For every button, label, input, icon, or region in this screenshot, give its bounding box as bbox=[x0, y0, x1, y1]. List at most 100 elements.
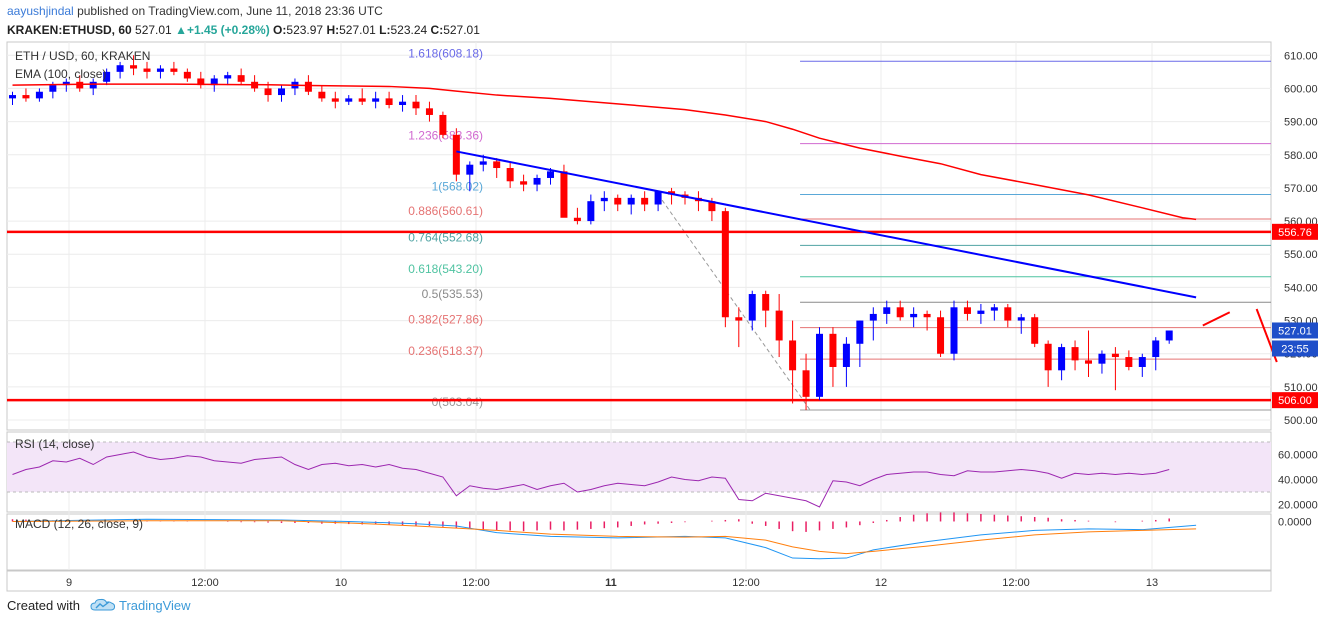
candle bbox=[358, 88, 366, 106]
candle bbox=[721, 207, 729, 328]
price-tick-label: 500.00 bbox=[1284, 415, 1318, 427]
candle bbox=[156, 65, 164, 79]
publish-line: aayushjindal published on TradingView.co… bbox=[7, 4, 383, 18]
rsi-tick-label: 60.0000 bbox=[1278, 450, 1318, 462]
candle-body bbox=[735, 317, 743, 321]
candle-body bbox=[1138, 357, 1146, 367]
price-tick-label: 590.00 bbox=[1284, 117, 1318, 129]
candle bbox=[963, 300, 971, 321]
candle bbox=[425, 101, 433, 122]
candle bbox=[345, 95, 353, 106]
candle bbox=[883, 300, 891, 324]
price-tick-label: 580.00 bbox=[1284, 150, 1318, 162]
candle-body bbox=[1044, 343, 1052, 371]
candle bbox=[869, 307, 877, 341]
candle-body bbox=[156, 68, 164, 72]
candle-body bbox=[62, 81, 70, 86]
candle bbox=[35, 88, 43, 102]
candle-body bbox=[278, 88, 285, 96]
time-tick-label: 13 bbox=[1146, 577, 1158, 589]
fib-level-label: 0.382(527.86) bbox=[408, 313, 483, 327]
fib-level-label: 1.236(583.36) bbox=[408, 129, 483, 143]
candle bbox=[654, 191, 662, 212]
candle-body bbox=[412, 101, 420, 109]
candle-body bbox=[869, 313, 877, 321]
candle bbox=[1138, 353, 1146, 377]
candle bbox=[103, 68, 111, 86]
tradingview-link[interactable]: TradingView bbox=[119, 598, 191, 613]
candle bbox=[816, 327, 823, 401]
candle-body bbox=[627, 197, 635, 205]
change-value: +1.45 (+0.28%) bbox=[186, 23, 270, 37]
candle-body bbox=[439, 114, 447, 135]
macd-tick-label: 0.0000 bbox=[1278, 516, 1312, 528]
candle bbox=[1098, 350, 1106, 374]
macd-line bbox=[12, 518, 1197, 560]
symbol-label[interactable]: KRAKEN:ETHUSD, 60 bbox=[7, 23, 132, 37]
fib-level-label: 1.618(608.18) bbox=[408, 46, 483, 60]
candle bbox=[506, 161, 514, 188]
time-tick-label: 9 bbox=[66, 577, 72, 589]
candle bbox=[1071, 340, 1079, 371]
candle-body bbox=[304, 81, 312, 92]
close-label: C: bbox=[430, 23, 444, 37]
price-tick-label: 570.00 bbox=[1284, 183, 1318, 195]
price-chart[interactable]: 9 12:00 10 12:00 11 12:00 12 12:00 13 500.00 510.0… bbox=[0, 40, 1330, 595]
rsi-band bbox=[7, 442, 1271, 492]
candle-body bbox=[170, 68, 178, 72]
candle bbox=[412, 95, 420, 115]
level-price-tag bbox=[1272, 392, 1318, 409]
candle bbox=[950, 300, 958, 361]
candle bbox=[587, 194, 595, 225]
candle-body bbox=[990, 307, 998, 311]
price-tick-label: 600.00 bbox=[1284, 83, 1318, 95]
candle-body bbox=[89, 81, 97, 89]
candle bbox=[896, 300, 904, 321]
candle-body bbox=[896, 307, 904, 318]
fib-level-label: 0(503.04) bbox=[432, 395, 483, 409]
level-price-tag-label: 506.00 bbox=[1278, 395, 1312, 407]
candle bbox=[89, 78, 97, 96]
candle-body bbox=[506, 168, 514, 182]
candle-body bbox=[372, 98, 380, 102]
candle bbox=[789, 320, 797, 404]
candle-body bbox=[197, 78, 205, 86]
open-label: O: bbox=[273, 23, 287, 37]
last-price-tag bbox=[1272, 322, 1318, 339]
fib-level-label: 0.5(535.53) bbox=[422, 287, 483, 301]
candle bbox=[842, 337, 850, 387]
candle bbox=[1152, 337, 1160, 371]
candle bbox=[614, 194, 622, 212]
candle bbox=[627, 194, 635, 215]
candle-body bbox=[345, 98, 353, 102]
candle bbox=[439, 111, 447, 139]
candle-body bbox=[856, 320, 864, 344]
candle bbox=[762, 290, 770, 328]
rsi-tick-label: 20.0000 bbox=[1278, 500, 1318, 512]
candle-body bbox=[1004, 307, 1012, 321]
candle-body bbox=[1085, 360, 1092, 364]
time-tick-label: 12:00 bbox=[1002, 577, 1030, 589]
author-link[interactable]: aayushjindal bbox=[7, 4, 74, 18]
candle-body bbox=[49, 85, 57, 92]
trend-line bbox=[456, 150, 1197, 299]
candle-body bbox=[1031, 317, 1039, 344]
price-tick-label: 610.00 bbox=[1284, 50, 1318, 62]
candle-body bbox=[614, 197, 622, 205]
candle bbox=[910, 307, 918, 328]
time-tick-label: 12 bbox=[875, 577, 887, 589]
candle-body bbox=[520, 181, 528, 185]
candle-body bbox=[318, 91, 326, 99]
candle bbox=[237, 68, 245, 86]
candle bbox=[1017, 313, 1025, 334]
candle-body bbox=[1058, 347, 1066, 371]
low-label: L: bbox=[379, 23, 391, 37]
candle bbox=[520, 174, 528, 192]
candle bbox=[937, 310, 945, 358]
time-axis bbox=[6, 570, 1272, 592]
candle bbox=[641, 191, 649, 212]
candle bbox=[1044, 340, 1052, 387]
last-price-tag-label: 527.01 bbox=[1278, 325, 1312, 337]
ohlc-line: KRAKEN:ETHUSD, 60 527.01 ▲+1.45 (+0.28%)… bbox=[7, 23, 480, 37]
candle-body bbox=[600, 197, 608, 202]
